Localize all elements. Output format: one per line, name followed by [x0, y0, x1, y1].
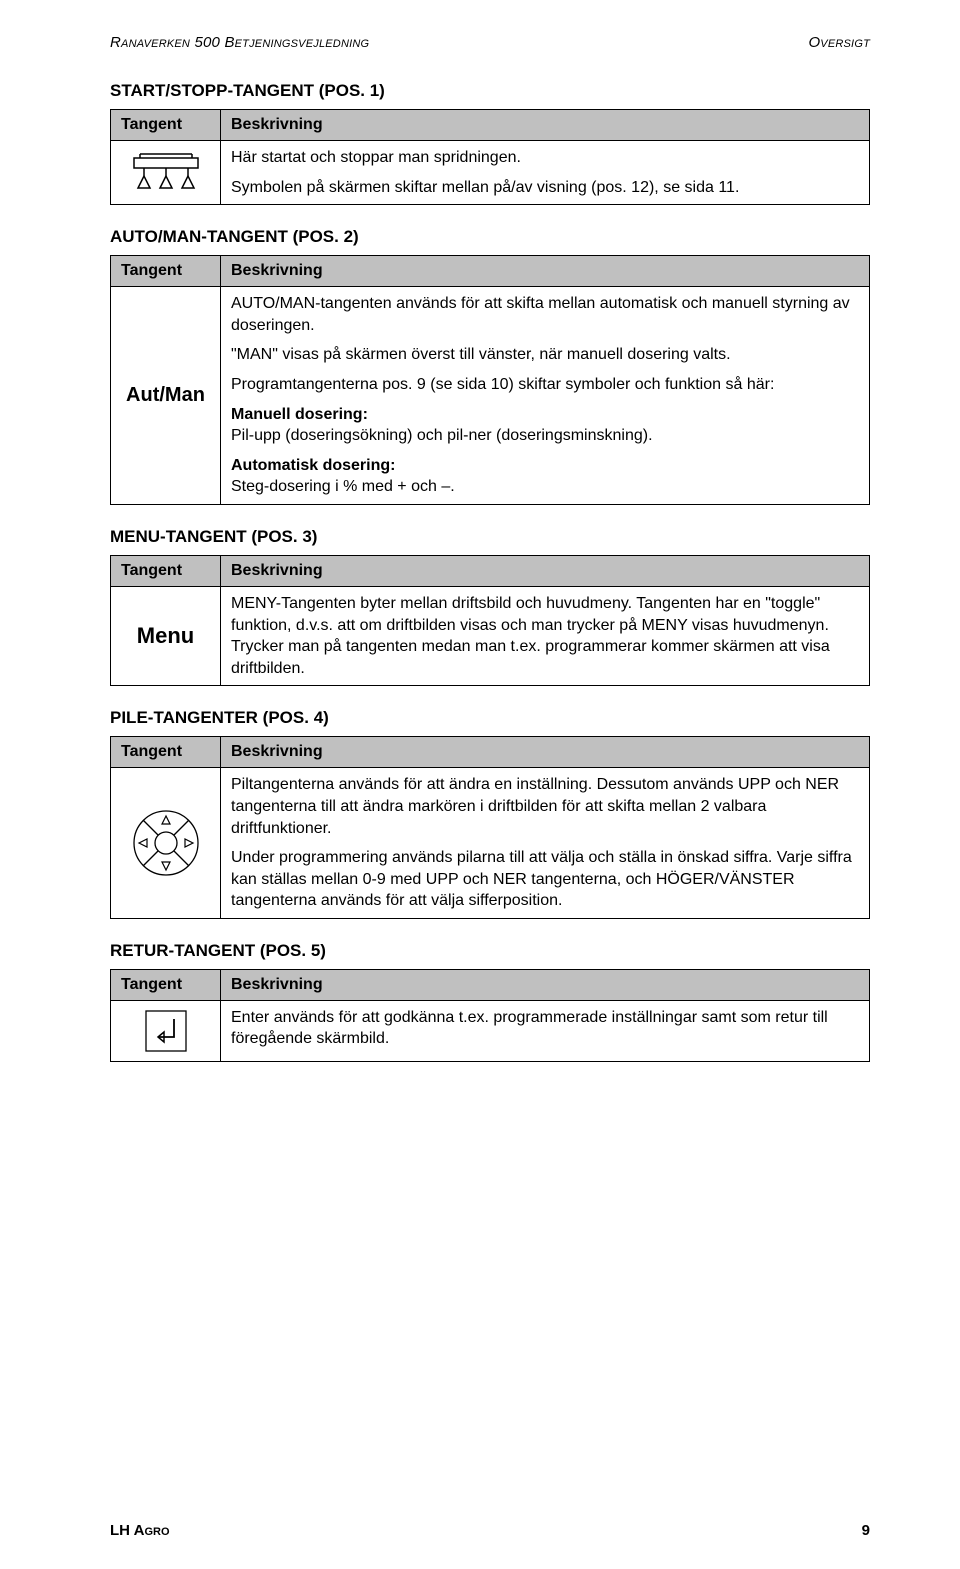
page-footer: LH Agro 9	[110, 1522, 870, 1539]
col-header-tangent: Tangent	[111, 110, 221, 141]
header-left: Ranaverken 500 Betjeningsvejledning	[110, 34, 369, 51]
paragraph: AUTO/MAN-tangenten används för att skift…	[231, 293, 859, 336]
section-title-4: RETUR-TANGENT (POS. 5)	[110, 941, 870, 961]
paragraph: Symbolen på skärmen skiftar mellan på/av…	[231, 177, 859, 199]
dpad-icon	[111, 768, 221, 919]
directional-pad-icon	[131, 808, 201, 878]
col-header-beskrivning: Beskrivning	[221, 110, 870, 141]
bold-prefix: Manuell dosering:	[231, 406, 368, 423]
section-table-3: Tangent Beskrivning Piltangenterna använ…	[110, 736, 870, 919]
autman-label: Aut/Man	[111, 287, 221, 505]
section-body-2: MENY-Tangenten byter mellan driftsbild o…	[221, 586, 870, 685]
section-title-2: MENU-TANGENT (POS. 3)	[110, 527, 870, 547]
paragraph: Automatisk dosering: Steg-dosering i % me…	[231, 455, 859, 498]
bold-prefix: Automatisk dosering:	[231, 457, 395, 474]
page-header: Ranaverken 500 Betjeningsvejledning Over…	[110, 34, 870, 51]
section-table-1: Tangent Beskrivning Aut/Man AUTO/MAN-tan…	[110, 255, 870, 505]
paragraph-text: Pil-upp (doseringsökning) och pil-ner (d…	[231, 427, 653, 444]
section-body-3: Piltangenterna används för att ändra en …	[221, 768, 870, 919]
col-header-beskrivning: Beskrivning	[221, 256, 870, 287]
paragraph: MENY-Tangenten byter mellan driftsbild o…	[231, 593, 859, 679]
section-body-1: AUTO/MAN-tangenten används för att skift…	[221, 287, 870, 505]
paragraph: Enter används för att godkänna t.ex. pro…	[231, 1007, 859, 1050]
enter-icon	[142, 1007, 190, 1055]
paragraph: Manuell dosering: Pil-upp (doseringsöknin…	[231, 404, 859, 447]
paragraph: Här startat och stoppar man spridningen.	[231, 147, 859, 169]
paragraph: "MAN" visas på skärmen överst till vänst…	[231, 344, 859, 366]
col-header-beskrivning: Beskrivning	[221, 737, 870, 768]
page: Ranaverken 500 Betjeningsvejledning Over…	[0, 0, 960, 1569]
footer-left: LH Agro	[110, 1522, 170, 1539]
menu-label: Menu	[111, 586, 221, 685]
paragraph: Under programmering används pilarna till…	[231, 847, 859, 912]
section-title-3: PILE-TANGENTER (POS. 4)	[110, 708, 870, 728]
paragraph: Programtangenterna pos. 9 (se sida 10) s…	[231, 374, 859, 396]
paragraph-text: Steg-dosering i % med + och –.	[231, 478, 455, 495]
paragraph: Piltangenterna används för att ändra en …	[231, 774, 859, 839]
section-title-0: START/STOPP-TANGENT (POS. 1)	[110, 81, 870, 101]
col-header-tangent: Tangent	[111, 737, 221, 768]
startstop-icon	[111, 141, 221, 205]
col-header-tangent: Tangent	[111, 256, 221, 287]
col-header-beskrivning: Beskrivning	[221, 555, 870, 586]
section-body-0: Här startat och stoppar man spridningen.…	[221, 141, 870, 205]
spreader-icon	[126, 152, 206, 194]
col-header-tangent: Tangent	[111, 969, 221, 1000]
col-header-tangent: Tangent	[111, 555, 221, 586]
header-right: Oversigt	[808, 34, 870, 51]
section-body-4: Enter används för att godkänna t.ex. pro…	[221, 1000, 870, 1061]
section-title-1: AUTO/MAN-TANGENT (POS. 2)	[110, 227, 870, 247]
return-icon	[111, 1000, 221, 1061]
col-header-beskrivning: Beskrivning	[221, 969, 870, 1000]
footer-page-number: 9	[862, 1522, 870, 1539]
section-table-2: Tangent Beskrivning Menu MENY-Tangenten …	[110, 555, 870, 686]
section-table-0: Tangent Beskrivning Här sta	[110, 109, 870, 205]
section-table-4: Tangent Beskrivning Enter används för at…	[110, 969, 870, 1062]
